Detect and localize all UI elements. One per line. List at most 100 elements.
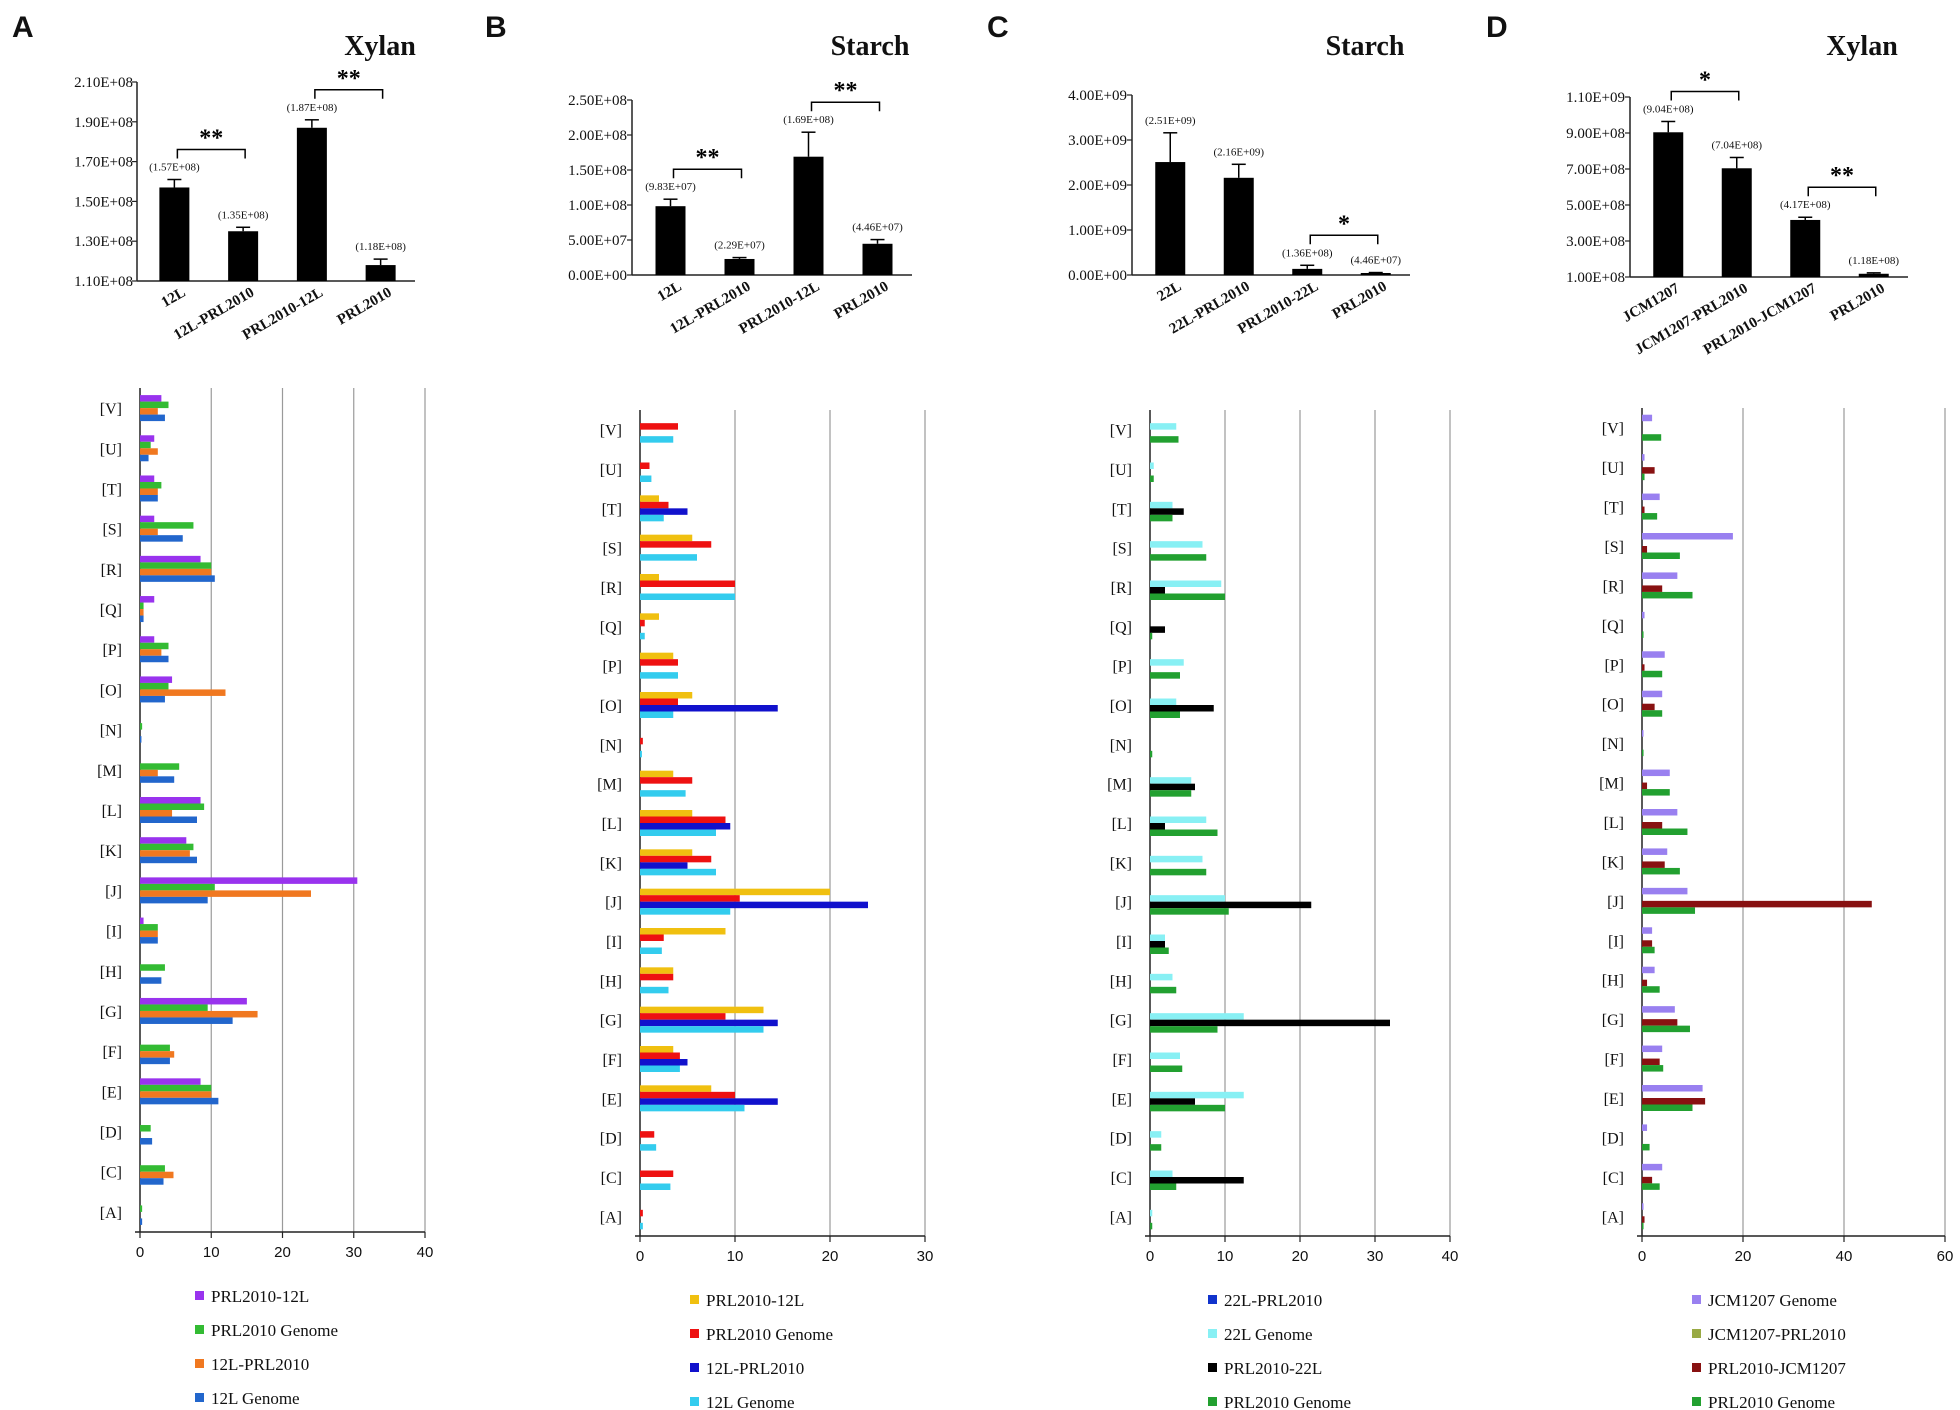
value-label: (1.36E+08) xyxy=(1282,247,1333,259)
category-label: [E] xyxy=(1604,1091,1624,1108)
bar xyxy=(1642,585,1663,592)
x-category-label: PRL2010 xyxy=(335,285,395,329)
y-tick-label: 1.00E+08 xyxy=(568,198,627,214)
y-tick-label: 2.00E+09 xyxy=(1068,178,1127,194)
y-tick-label: 7.00E+08 xyxy=(1566,162,1625,178)
bar xyxy=(640,698,678,705)
category-label: [C] xyxy=(601,1170,622,1187)
legend-swatch xyxy=(1208,1295,1217,1304)
bar-12l xyxy=(159,187,190,281)
bar xyxy=(140,555,201,563)
category-label: [F] xyxy=(102,1044,122,1061)
bar xyxy=(1150,1183,1177,1190)
category-label: [E] xyxy=(102,1084,122,1101)
significance-marker: * xyxy=(1699,67,1711,93)
bar xyxy=(140,843,194,851)
bar xyxy=(640,692,693,699)
bar-22l-prl2010 xyxy=(1223,177,1254,275)
bar xyxy=(140,488,158,495)
x-tick-label: 20 xyxy=(1735,1248,1752,1265)
bar xyxy=(140,1138,153,1145)
bar xyxy=(1150,587,1165,594)
legend-label: PRL2010-22L xyxy=(1224,1359,1322,1378)
bar xyxy=(1642,1045,1663,1053)
x-category-label: PRL2010 xyxy=(1330,279,1390,323)
bar xyxy=(140,676,173,683)
category-label: [U] xyxy=(100,441,122,458)
bar xyxy=(1150,1131,1162,1138)
bar xyxy=(640,967,674,974)
value-label: (1.35E+08) xyxy=(218,209,269,221)
bar-jcm1207 xyxy=(1653,132,1684,277)
legend-swatch xyxy=(1692,1295,1701,1304)
x-tick-label: 10 xyxy=(1217,1248,1234,1265)
bar xyxy=(140,964,165,971)
category-label: [D] xyxy=(600,1131,622,1148)
bar xyxy=(640,928,726,935)
category-label: [M] xyxy=(1599,776,1624,793)
value-label: (1.69E+08) xyxy=(783,114,834,126)
bar xyxy=(140,636,155,643)
category-label: [F] xyxy=(1604,1052,1624,1069)
bar-12l-prl2010 xyxy=(724,258,755,275)
panel-b: B Starch 0.00E+00 5.00E+07 1.00E+08 1.50E+08 2… xyxy=(485,11,933,1410)
y-tick-label: 1.70E+08 xyxy=(74,155,133,171)
bar xyxy=(640,541,712,548)
bar xyxy=(1642,1183,1660,1190)
category-label: [Q] xyxy=(600,619,622,636)
bar xyxy=(1150,816,1207,823)
bar xyxy=(140,448,158,455)
x-tick-label: 20 xyxy=(822,1248,839,1265)
bar xyxy=(640,737,643,745)
bar xyxy=(1642,730,1644,737)
bar xyxy=(640,1131,655,1138)
x-tick-label: 0 xyxy=(1638,1248,1646,1265)
bar xyxy=(1642,664,1645,671)
category-label: [D] xyxy=(1110,1131,1132,1148)
bar xyxy=(1150,580,1222,587)
bar xyxy=(1642,986,1660,993)
legend-swatch xyxy=(195,1291,204,1300)
significance-bracket xyxy=(1670,90,1740,101)
category-label: [A] xyxy=(100,1205,122,1222)
bar xyxy=(1642,1006,1675,1013)
category-label: [T] xyxy=(602,501,622,518)
legend-label: 22L-PRL2010 xyxy=(1224,1291,1322,1310)
panel-c: C Starch 0.00E+00 1.00E+09 2.00E+09 3.00E+09 4… xyxy=(987,11,1458,1410)
bar xyxy=(140,689,226,696)
category-label: [R] xyxy=(601,580,622,597)
category-label: [G] xyxy=(1602,1012,1624,1029)
bar xyxy=(640,423,678,430)
legend-swatch xyxy=(1208,1397,1217,1406)
y-tick-label: 5.00E+08 xyxy=(1566,198,1625,214)
bar xyxy=(1642,434,1662,441)
bar-prl2010 xyxy=(1360,272,1391,275)
bar xyxy=(1642,690,1663,698)
panel-title: Starch xyxy=(1326,31,1405,62)
x-category-label: JCM1207 xyxy=(1620,280,1683,325)
bar xyxy=(1642,900,1872,908)
category-label: [G] xyxy=(600,1013,622,1030)
bar xyxy=(1150,1013,1244,1020)
cog-bar-chart: 0 20 40 60 [V] [U] [T] [S] [R] [Q] [P] [O] [N] [M] [L]… xyxy=(1599,408,1953,1265)
bar xyxy=(640,1026,764,1033)
bar-22l xyxy=(1155,162,1186,275)
y-tick-label: 1.00E+08 xyxy=(1566,270,1625,286)
category-label: [N] xyxy=(1110,737,1132,754)
bar-prl2010 xyxy=(1858,273,1889,277)
value-label: (1.57E+08) xyxy=(149,162,200,174)
bar xyxy=(640,1091,735,1099)
category-label: [Q] xyxy=(1602,618,1624,635)
significance-bracket xyxy=(672,168,743,179)
panel-title: Xylan xyxy=(1826,31,1898,62)
bar xyxy=(140,937,158,944)
bar xyxy=(1150,705,1214,712)
bar xyxy=(1150,632,1153,640)
bar xyxy=(140,1051,175,1058)
bar xyxy=(140,1125,151,1132)
category-label: [S] xyxy=(1112,541,1132,558)
y-tick-label: 1.30E+08 xyxy=(74,234,133,250)
category-label: [J] xyxy=(1607,894,1624,911)
significance-marker: ** xyxy=(1830,163,1854,189)
category-label: [L] xyxy=(102,803,122,820)
